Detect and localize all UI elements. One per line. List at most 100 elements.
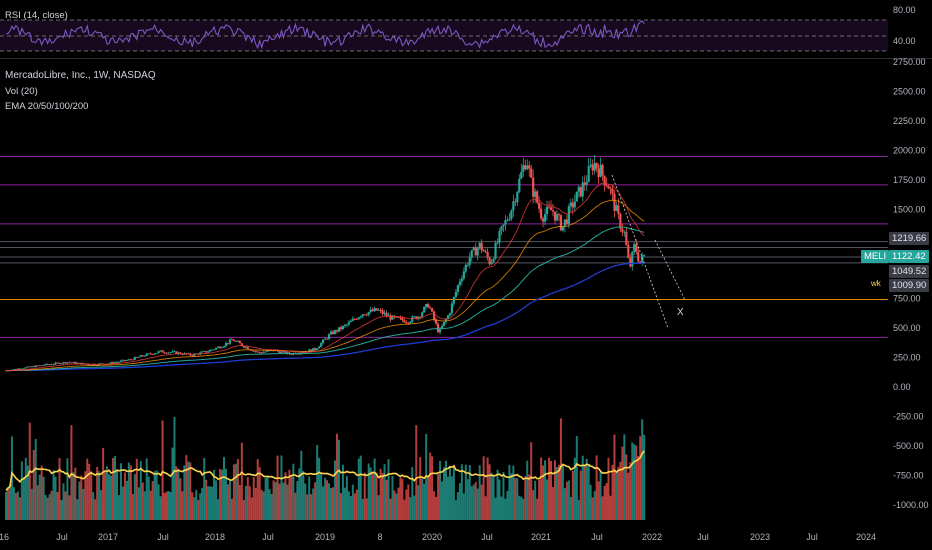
volume-bar (183, 465, 186, 520)
volume-bar (290, 476, 293, 520)
candle-body (510, 210, 513, 219)
candle-body (26, 366, 29, 368)
volume-bar (351, 484, 354, 520)
volume-bar (415, 425, 418, 520)
volume-bar (221, 469, 224, 520)
candle-body (547, 206, 551, 208)
volume-bar (530, 442, 533, 520)
candle-body (36, 365, 39, 367)
volume-bar (193, 497, 196, 520)
volume-bar (139, 461, 142, 520)
candle-body (403, 320, 406, 323)
trendline-projection-2[interactable] (654, 239, 686, 301)
candle-body (155, 352, 158, 354)
volume-bar (82, 488, 85, 520)
volume-bar (195, 489, 198, 520)
volume-bar (482, 456, 485, 520)
volume-bar (609, 495, 612, 520)
volume-bar (256, 459, 259, 520)
candle-body (260, 352, 263, 354)
candle-body (86, 364, 89, 365)
volume-bar (431, 456, 434, 520)
volume-bar (520, 496, 523, 520)
volume-bar (629, 462, 632, 520)
volume-bar (591, 497, 594, 520)
volume-bar (639, 436, 642, 520)
candle-body (498, 230, 501, 243)
candle-body (504, 220, 507, 225)
candle-body (500, 226, 503, 231)
candle-body (240, 343, 243, 346)
volume-bar (458, 483, 461, 520)
volume-bar (599, 471, 602, 520)
symbol-title[interactable]: MercadoLibre, Inc., 1W, NASDAQ (5, 70, 156, 81)
volume-bar (44, 495, 47, 520)
candle-body (436, 323, 440, 333)
volume-bar (561, 463, 564, 520)
candle-body (641, 255, 644, 263)
candle-body (119, 360, 123, 362)
volume-bar (161, 420, 164, 520)
time-tick-label: Jul (157, 532, 169, 542)
volume-bar (583, 464, 586, 520)
volume-bar (236, 459, 239, 520)
volume-bar (454, 499, 457, 520)
volume-bar (181, 491, 184, 520)
volume-bar (403, 499, 406, 520)
volume-bar (393, 490, 396, 520)
rsi-legend[interactable]: RSI (14, close) (5, 10, 68, 21)
candle-body (256, 351, 259, 353)
volume-bar (335, 433, 338, 520)
candle-body (310, 349, 313, 352)
volume-bar (20, 461, 23, 520)
trendline-projection-1[interactable] (611, 174, 669, 329)
candle-body (536, 191, 539, 203)
price-tick-label: 1750.00 (893, 175, 926, 185)
volume-bar (250, 497, 253, 520)
candle-body (609, 188, 612, 190)
candle-body (242, 345, 245, 348)
volume-bar (510, 473, 513, 520)
indicator-ema-legend[interactable]: EMA 20/50/100/200 (5, 101, 89, 112)
volume-bar (330, 488, 333, 520)
candle-body (621, 228, 624, 232)
volume-bar (104, 470, 107, 520)
volume-bar (480, 484, 483, 520)
volume-bar (429, 452, 432, 520)
volume-bar (324, 477, 327, 520)
volume-bar (177, 468, 180, 520)
candle-body (619, 214, 622, 229)
candle-body (129, 359, 132, 361)
volume-bar (66, 458, 69, 520)
volume-bar (532, 490, 535, 520)
volume-bar (538, 479, 541, 520)
candle-body (631, 251, 634, 267)
volume-bar (526, 460, 529, 520)
candle-body (413, 316, 416, 318)
volume-bar (215, 480, 218, 520)
candle-body (329, 331, 333, 335)
candle-body (409, 321, 412, 324)
candle-body (143, 355, 146, 357)
volume-bar (228, 480, 231, 520)
volume-bar (280, 455, 283, 520)
volume-bar (534, 480, 537, 520)
volume-bar (611, 464, 614, 520)
indicator-volume-legend[interactable]: Vol (20) (5, 86, 38, 97)
volume-bar (224, 468, 227, 520)
rsi-axis: 80.00 40.00 (893, 5, 916, 46)
candle-body (314, 348, 317, 351)
volume-bar (357, 458, 360, 520)
volume-bar (567, 480, 570, 520)
volume-bar (14, 492, 17, 520)
candle-body (117, 361, 121, 363)
candle-body (284, 351, 287, 354)
volume-bar (92, 492, 95, 520)
volume-bar (437, 474, 440, 520)
candle-body (290, 354, 293, 355)
time-axis[interactable]: 16 Jul 2017 Jul 2018 Jul 2019 8 2020 Jul 2021 Jul 20… (0, 532, 876, 542)
volume-bar (563, 488, 566, 520)
volume-bar (114, 456, 117, 520)
